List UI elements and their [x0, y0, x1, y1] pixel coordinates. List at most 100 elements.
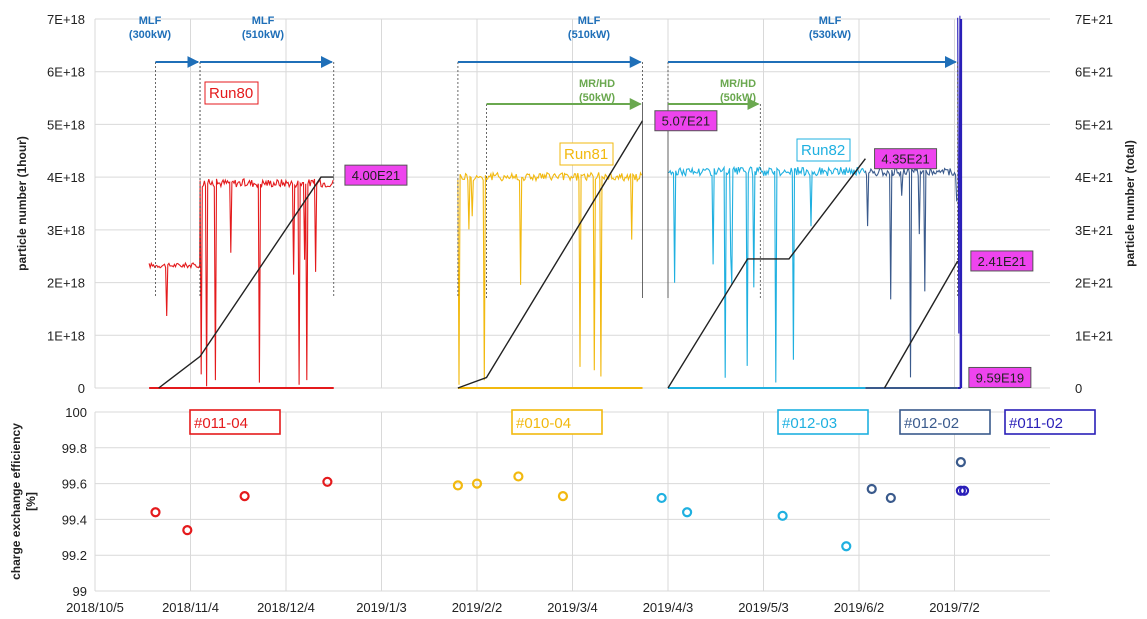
efficiency-legend-011-02: #011-02 [1004, 409, 1096, 435]
annotation-label: (510kW) [568, 29, 611, 41]
efficiency-series-012-03 [656, 492, 852, 552]
efficiency-point [471, 478, 483, 489]
beam-series-run82 [667, 165, 866, 389]
y-tick-right: 5E+21 [1075, 117, 1113, 132]
annotation-label: (50kW) [720, 92, 756, 104]
y-tick-right: 0 [1075, 381, 1082, 396]
legend-box [899, 409, 991, 435]
y-axis-label-left: particle number (1hour) [15, 136, 29, 271]
y-tick-bottom: 99.8 [62, 441, 87, 456]
efficiency-point [182, 525, 193, 536]
efficiency-point [150, 507, 161, 518]
callout-box [968, 366, 1032, 388]
run-label-text: Run82 [801, 142, 845, 159]
efficiency-point [958, 485, 970, 496]
annotation-2: MLF (510kW) [199, 15, 335, 298]
annotation-6: MR/HD (50kW) [667, 78, 761, 298]
y-tick-bottom: 99.2 [62, 548, 87, 563]
legend-box [189, 409, 281, 435]
efficiency-point [777, 510, 788, 521]
y-tick-right: 1E+21 [1075, 328, 1113, 343]
total-callout-4: 2.41E21 [970, 250, 1034, 272]
annotation-label: MLF [578, 15, 601, 27]
annotation-label: MLF [139, 15, 162, 27]
efficiency-point [656, 492, 667, 504]
beam-series-run80 [148, 177, 334, 389]
annotation-3: MLF (510kW) [457, 15, 643, 298]
y-tick-left: 1E+18 [47, 328, 85, 343]
y-tick-left: 3E+18 [47, 223, 85, 238]
annotation-label: MLF [819, 15, 842, 27]
x-tick: 2018/10/5 [66, 600, 124, 615]
y-axis-label-bottom-line: [%] [24, 492, 38, 511]
run-label-box [204, 81, 259, 105]
y-tick-right: 7E+21 [1075, 12, 1113, 27]
legend-box [511, 409, 603, 435]
annotation-label: MLF [252, 15, 275, 27]
x-tick: 2018/12/4 [257, 600, 315, 615]
x-tick: 2019/5/3 [738, 600, 789, 615]
legend-box [777, 409, 869, 435]
y-tick-bottom: 99.4 [62, 512, 87, 527]
run-label-text: Run81 [564, 146, 608, 163]
beam-trace [864, 166, 958, 378]
annotation-1: MLF (300kW) [129, 15, 201, 298]
y-axis-label-bottom-line: charge exchange efficiency [9, 423, 23, 580]
annotation-label: (510kW) [242, 29, 285, 41]
legend-text: #011-04 [194, 415, 248, 432]
callout-box [970, 250, 1034, 272]
x-tick: 2019/6/2 [834, 600, 885, 615]
y-tick-left: 6E+18 [47, 65, 85, 80]
x-tick: 2019/2/2 [452, 600, 503, 615]
efficiency-point [513, 471, 524, 482]
x-tick: 2019/4/3 [643, 600, 694, 615]
beam-trace [457, 170, 643, 385]
run-label-run82: Run82 [796, 138, 851, 162]
x-tick: 2018/11/4 [162, 600, 219, 615]
beam-trace [148, 177, 334, 387]
run-label-run80: Run80 [204, 81, 259, 105]
x-tick: 2019/7/2 [929, 600, 980, 615]
beam-series-period-3 [864, 166, 958, 389]
efficiency-point [866, 483, 877, 495]
efficiency-point [955, 457, 966, 468]
efficiency-legend-011-04: #011-04 [189, 409, 281, 435]
efficiency-series-011-02 [955, 485, 970, 496]
callout-box [654, 110, 718, 132]
efficiency-point [681, 507, 693, 518]
callout-box [344, 164, 408, 186]
efficiency-point [841, 541, 852, 552]
run-label-run81: Run81 [559, 142, 614, 166]
cumulative-line-4 [883, 260, 959, 389]
y-axis-label-bottom: charge exchange efficiency[%] [9, 423, 38, 580]
legend-box [1004, 409, 1096, 435]
efficiency-point [239, 491, 250, 502]
efficiency-legend-010-04: #010-04 [511, 409, 603, 435]
efficiency-series-011-04 [150, 476, 333, 536]
cumulative-line-3 [667, 158, 866, 389]
y-tick-right: 3E+21 [1075, 223, 1113, 238]
total-callout-1: 4.00E21 [344, 164, 408, 186]
callout-text: 9.59E19 [976, 370, 1024, 385]
legend-text: #012-03 [782, 415, 837, 432]
callout-text: 2.41E21 [978, 254, 1026, 269]
x-tick: 2019/3/4 [547, 600, 598, 615]
callout-text: 4.35E21 [881, 152, 929, 167]
y-tick-right: 6E+21 [1075, 65, 1113, 80]
y-tick-bottom: 99.6 [62, 477, 87, 492]
efficiency-point [955, 485, 966, 496]
legend-text: #010-04 [516, 415, 571, 432]
annotation-4: MR/HD (50kW) [486, 78, 643, 298]
top-panel-grid [94, 18, 1050, 389]
total-callout-5: 9.59E19 [968, 366, 1032, 388]
efficiency-series-010-04 [452, 471, 569, 502]
efficiency-point [557, 491, 569, 502]
efficiency-point [885, 492, 896, 504]
beam-trace [667, 165, 866, 383]
annotation-label: MR/HD [720, 78, 756, 90]
y-tick-left: 4E+18 [47, 170, 85, 185]
efficiency-legend-012-03: #012-03 [777, 409, 869, 435]
legend-text: #012-02 [904, 415, 959, 432]
annotation-label: (50kW) [579, 92, 615, 104]
